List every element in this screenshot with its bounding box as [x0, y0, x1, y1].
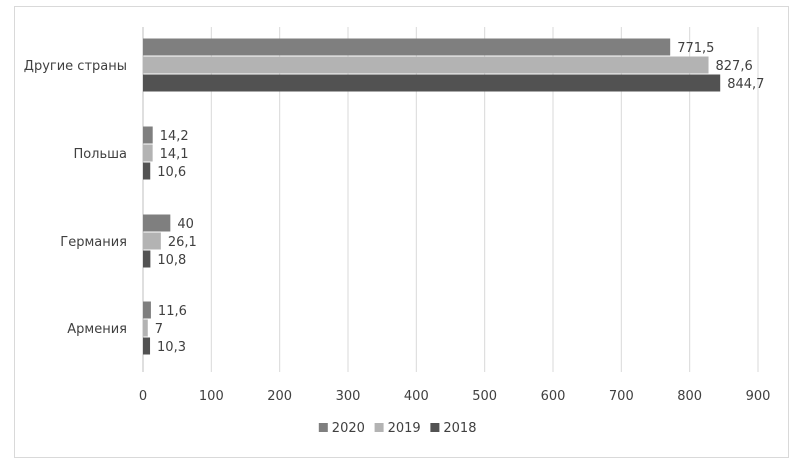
data-label: 10,8 — [157, 253, 186, 268]
data-label: 11,6 — [158, 304, 187, 319]
x-tick-label: 800 — [677, 389, 702, 404]
data-label: 10,6 — [157, 165, 186, 180]
category-label: Германия — [60, 235, 127, 250]
bar — [143, 56, 709, 74]
legend-label: 2018 — [443, 421, 476, 436]
bar — [143, 319, 148, 337]
bar — [143, 38, 671, 56]
data-label: 40 — [177, 217, 194, 232]
data-label: 7 — [155, 322, 163, 337]
x-tick-label: 400 — [404, 389, 429, 404]
bar — [143, 126, 153, 144]
x-tick-label: 200 — [267, 389, 292, 404]
bar — [143, 250, 151, 268]
x-tick-label: 900 — [746, 389, 771, 404]
x-tick-label: 0 — [139, 389, 147, 404]
x-tick-label: 300 — [336, 389, 361, 404]
data-label: 14,1 — [160, 147, 189, 162]
x-tick-label: 500 — [472, 389, 497, 404]
legend-label: 2020 — [332, 421, 365, 436]
chart-frame: 0 100 200 300 400 500 600 700 800 900 Другие стран… — [14, 6, 789, 458]
bar — [143, 337, 151, 355]
legend-swatch — [430, 423, 440, 432]
legend-label: 2019 — [388, 421, 421, 436]
category-label: Польша — [73, 147, 127, 162]
data-label: 827,6 — [716, 59, 753, 74]
bar — [143, 162, 151, 180]
category-label: Армения — [67, 322, 127, 337]
data-label: 14,2 — [160, 129, 189, 144]
data-label: 771,5 — [677, 41, 714, 56]
x-tick-label: 100 — [199, 389, 224, 404]
data-label: 844,7 — [727, 77, 764, 92]
category-label: Другие страны — [24, 59, 127, 74]
legend-swatch — [318, 423, 328, 432]
legend-swatch — [374, 423, 384, 432]
bar — [143, 74, 721, 92]
bar-chart: 0 100 200 300 400 500 600 700 800 900 Другие стран… — [24, 27, 771, 436]
bar — [143, 301, 151, 319]
bar — [143, 214, 171, 232]
bar — [143, 232, 161, 250]
bar — [143, 144, 153, 162]
x-tick-label: 700 — [609, 389, 634, 404]
data-label: 10,3 — [157, 340, 186, 355]
x-tick-label: 600 — [541, 389, 566, 404]
data-label: 26,1 — [168, 235, 197, 250]
